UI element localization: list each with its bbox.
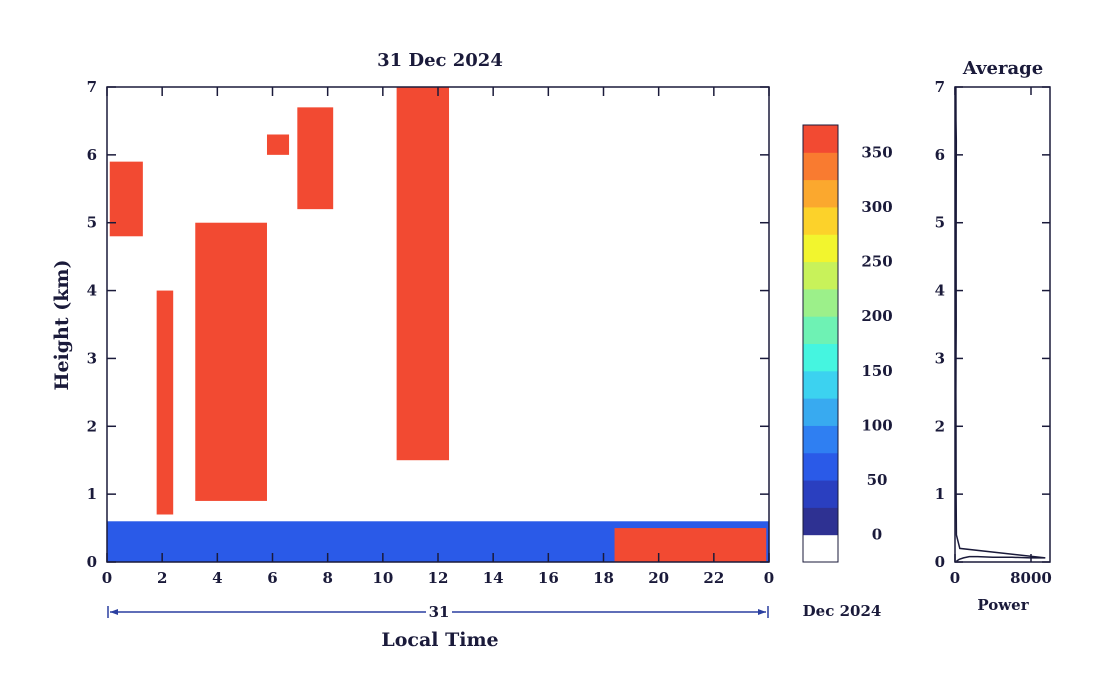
profile-y-tick-label: 7 — [935, 78, 945, 96]
profile-x-label: Power — [977, 596, 1029, 614]
x-axis-label: Local Time — [381, 629, 498, 651]
colorbar-tick-label: 150 — [861, 362, 892, 380]
profile-y-tick-label: 0 — [935, 553, 945, 571]
colorbar-swatch — [803, 179, 838, 208]
y-tick-label: 0 — [87, 553, 97, 571]
y-tick-label: 4 — [87, 282, 97, 300]
profile-y-tick-label: 1 — [935, 485, 945, 503]
heatmap-feature-3 — [396, 87, 450, 461]
profile-title: Average — [962, 58, 1043, 79]
x-tick-label: 18 — [593, 569, 614, 587]
x-tick-label: 16 — [538, 569, 559, 587]
y-tick-label: 5 — [87, 214, 97, 232]
heatmap-feature-5 — [297, 107, 334, 210]
x-tick-label: 8 — [322, 569, 332, 587]
profile-frame — [954, 86, 1051, 563]
profile-axis-ticks: 0 1 2 3 4 5 6 7 0 8000 — [935, 78, 1052, 587]
y-axis-label: Height (km) — [51, 260, 73, 391]
colorbar-swatch — [803, 452, 838, 481]
colorbar-swatch — [803, 152, 838, 181]
y-tick-label: 1 — [87, 485, 97, 503]
colorbar-tick-label: 200 — [861, 307, 892, 325]
colorbar-tick-label: 300 — [861, 198, 892, 216]
date-bar-month: Dec 2024 — [803, 602, 882, 620]
heatmap-feature-6 — [266, 134, 290, 155]
profile-y-tick-label: 5 — [935, 214, 945, 232]
colorbar-swatch — [803, 206, 838, 235]
profile-x-tick-label: 0 — [950, 569, 960, 587]
colorbar-swatch — [803, 398, 838, 426]
colorbar-swatch — [803, 534, 838, 563]
y-tick-label: 7 — [87, 78, 97, 96]
colorbar-swatches — [803, 125, 838, 563]
x-tick-label: 10 — [372, 569, 393, 587]
x-tick-label: 4 — [212, 569, 222, 587]
colorbar: 0 50 100 150 200 250 300 350 — [802, 124, 893, 563]
colorbar-swatch — [803, 370, 838, 399]
date-bar-day: 31 — [429, 603, 450, 621]
x-tick-label: 12 — [428, 569, 449, 587]
profile-x-tick-label: 8000 — [1010, 569, 1052, 587]
colorbar-swatch — [803, 261, 838, 290]
profile-y-tick-label: 3 — [935, 349, 945, 367]
colorbar-swatch — [803, 316, 838, 344]
colorbar-swatch — [803, 234, 838, 263]
colorbar-swatch — [803, 480, 838, 508]
heatmap-cells — [107, 87, 769, 562]
x-tick-label: 6 — [267, 569, 277, 587]
profile-chart: 0 1 2 3 4 5 6 7 0 8000 Average Power — [935, 58, 1052, 614]
colorbar-frame — [802, 124, 839, 563]
y-tick-label: 2 — [87, 417, 97, 435]
x-tick-label: 14 — [483, 569, 504, 587]
colorbar-swatch — [803, 425, 838, 454]
colorbar-tick-label: 0 — [872, 526, 882, 544]
x-tick-label: 2 — [157, 569, 167, 587]
x-tick-label: 0 — [102, 569, 112, 587]
x-tick-label: 22 — [703, 569, 724, 587]
colorbar-swatch — [803, 343, 838, 372]
x-tick-label: 0 — [764, 569, 774, 587]
date-bar: 31 Dec 2024 — [107, 602, 882, 621]
main-title: 31 Dec 2024 — [377, 50, 503, 71]
colorbar-tick-label: 250 — [861, 253, 892, 271]
profile-y-tick-label: 4 — [935, 282, 945, 300]
profile-y-tick-label: 6 — [935, 146, 945, 164]
heatmap-feature-2 — [156, 290, 174, 515]
heatmap-feature-7 — [614, 528, 767, 562]
colorbar-tick-label: 350 — [861, 143, 892, 161]
colorbar-swatch — [803, 125, 838, 153]
colorbar-tick-label: 50 — [867, 471, 888, 489]
y-tick-label: 3 — [87, 349, 97, 367]
date-bar-arrow-left — [110, 609, 118, 615]
heatmap-feature-1 — [195, 222, 267, 501]
colorbar-swatch — [803, 507, 838, 536]
colorbar-swatch — [803, 288, 838, 317]
colorbar-ticks: 0 50 100 150 200 250 300 350 — [861, 143, 892, 543]
profile-series-line — [955, 87, 1046, 562]
profile-y-tick-label: 2 — [935, 417, 945, 435]
colorbar-tick-label: 100 — [861, 416, 892, 434]
heatmap-feature-4 — [109, 161, 143, 237]
date-bar-arrow-right — [758, 609, 766, 615]
x-tick-label: 20 — [648, 569, 669, 587]
y-tick-label: 6 — [87, 146, 97, 164]
